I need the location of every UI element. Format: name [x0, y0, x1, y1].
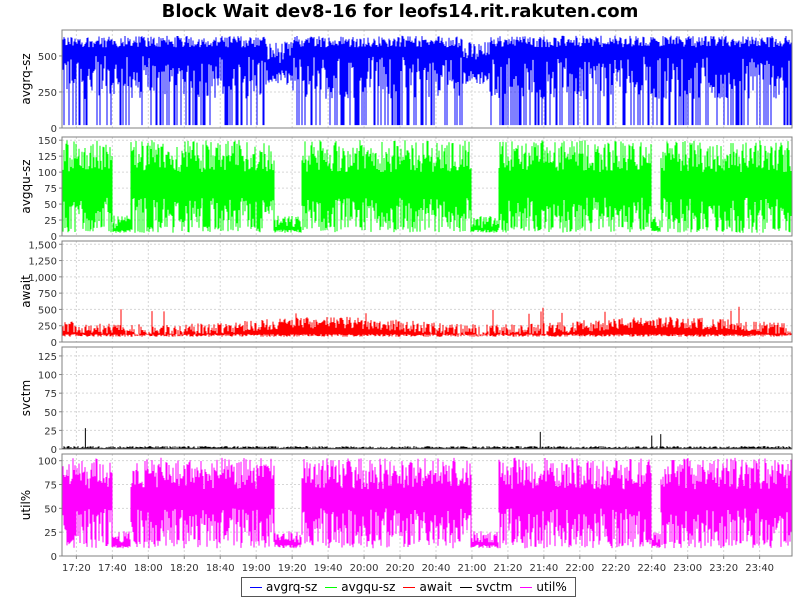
x-tick-label: 17:20 [62, 563, 91, 574]
y-tick-label: 500 [38, 305, 57, 316]
x-tick-label: 21:00 [458, 563, 487, 574]
legend-item-await: await [403, 580, 452, 594]
y-tick-label: 25 [44, 528, 57, 539]
x-tick-label: 20:40 [422, 563, 451, 574]
x-tick-label: 23:20 [709, 563, 738, 574]
y-tick-label: 150 [38, 136, 57, 147]
x-tick-label: 23:40 [745, 563, 774, 574]
y-tick-label: 0 [51, 445, 57, 456]
y-axis-label-avgqu-sz: avgqu-sz [19, 159, 33, 213]
legend-item-util%: util% [520, 580, 566, 594]
x-tick-label: 18:00 [134, 563, 163, 574]
x-tick-label: 20:20 [386, 563, 415, 574]
x-tick-label: 21:40 [529, 563, 558, 574]
y-tick-label: 75 [44, 389, 57, 400]
y-tick-label: 75 [44, 184, 57, 195]
x-tick-label: 19:40 [314, 563, 343, 574]
x-tick-label: 23:00 [673, 563, 702, 574]
y-tick-label: 50 [44, 504, 57, 515]
y-tick-label: 1,250 [28, 257, 57, 268]
x-tick-label: 18:40 [206, 563, 235, 574]
y-axis-label-util%: util% [19, 490, 33, 520]
y-tick-label: 25 [44, 216, 57, 227]
y-tick-label: 250 [38, 322, 57, 333]
x-tick-label: 17:40 [98, 563, 127, 574]
x-tick-label: 19:20 [278, 563, 307, 574]
x-tick-label: 22:20 [601, 563, 630, 574]
y-tick-label: 125 [38, 152, 57, 163]
legend-label: svctm [476, 580, 512, 594]
legend-swatch [403, 587, 415, 588]
y-tick-label: 75 [44, 481, 57, 492]
legend-swatch [325, 587, 337, 588]
x-tick-label: 20:00 [350, 563, 379, 574]
y-tick-label: 750 [38, 289, 57, 300]
y-tick-label: 0 [51, 552, 57, 563]
y-tick-label: 100 [38, 168, 57, 179]
x-tick-label: 19:00 [242, 563, 271, 574]
y-tick-label: 100 [38, 457, 57, 468]
legend-swatch [520, 587, 532, 588]
y-axis-label-avgrq-sz: avgrq-sz [19, 53, 33, 104]
y-tick-label: 250 [38, 88, 57, 99]
x-tick-label: 22:00 [565, 563, 594, 574]
panel-bg-svctm [62, 347, 792, 449]
chart-legend: avgrq-sz avgqu-sz await svctm util% [241, 577, 576, 597]
y-tick-label: 50 [44, 408, 57, 419]
y-tick-label: 100 [38, 371, 57, 382]
legend-item-avgrq-sz: avgrq-sz [250, 580, 317, 594]
legend-label: avgqu-sz [341, 580, 395, 594]
legend-label: avgrq-sz [266, 580, 317, 594]
y-tick-label: 50 [44, 200, 57, 211]
y-tick-label: 125 [38, 352, 57, 363]
legend-swatch [460, 587, 472, 588]
y-axis-label-svctm: svctm [19, 380, 33, 416]
legend-swatch [250, 587, 262, 588]
legend-label: await [419, 580, 452, 594]
legend-label: util% [536, 580, 566, 594]
legend-item-avgqu-sz: avgqu-sz [325, 580, 395, 594]
x-tick-label: 18:20 [170, 563, 199, 574]
y-tick-label: 1,500 [28, 240, 57, 251]
y-tick-label: 500 [38, 52, 57, 63]
y-axis-label-await: await [19, 275, 33, 308]
x-tick-label: 22:40 [637, 563, 666, 574]
x-tick-label: 21:20 [493, 563, 522, 574]
y-tick-label: 0 [51, 124, 57, 135]
y-tick-label: 0 [51, 338, 57, 349]
y-tick-label: 25 [44, 426, 57, 437]
legend-item-svctm: svctm [460, 580, 512, 594]
